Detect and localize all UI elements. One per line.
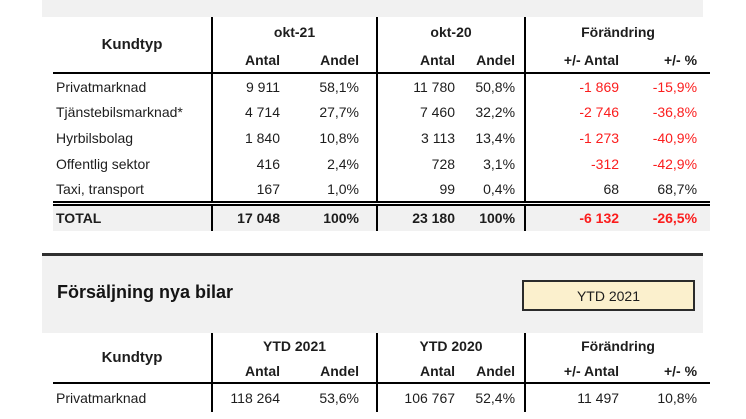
- table-row: Privatmarknad 9 911 58,1% 11 780 50,8% -…: [53, 73, 710, 99]
- table-row: Privatmarknad 118 264 53,6% 106 767 52,4…: [53, 383, 710, 412]
- table-subheader-row: Antal Andel Antal Andel +/- Antal +/- %: [53, 359, 711, 384]
- subheader-andel: Andel: [460, 359, 526, 384]
- subheader-plusminus-antal: +/- Antal: [524, 47, 626, 74]
- cell-antal: 7 460: [376, 99, 461, 125]
- group-header-ytd-2021: YTD 2021: [210, 333, 378, 359]
- cell-change-antal: -312: [524, 151, 626, 177]
- cell-change-percent: -42,9%: [652, 156, 698, 172]
- subheader-andel: Andel: [460, 47, 526, 74]
- group-header-okt-20: okt-20: [376, 17, 526, 47]
- table-group-header-row: Kundtyp okt-21 okt-20 Förändring: [53, 17, 711, 74]
- cell-antal: 99: [376, 177, 461, 203]
- cell-antal: 106 767: [376, 383, 461, 412]
- cell-andel: 58,1%: [319, 78, 360, 95]
- group-header-okt-21: okt-21: [210, 17, 378, 47]
- group-header-forandring: Förändring: [524, 333, 711, 359]
- total-antal: 17 048: [211, 200, 285, 231]
- total-label: TOTAL: [53, 200, 212, 231]
- group-header-forandring: Förändring: [524, 17, 711, 47]
- total-andel: 100%: [460, 200, 526, 231]
- cell-andel: 27,7%: [319, 104, 360, 120]
- column-header-kundtyp: Kundtyp: [53, 333, 212, 384]
- ytd-sales-table: Kundtyp YTD 2021 YTD 2020 Förändring Ant…: [53, 333, 711, 412]
- cell-antal: 4 714: [211, 99, 285, 125]
- table-subheader-row: Antal Andel Antal Andel +/- Antal +/- %: [53, 47, 711, 74]
- cell-andel: 3,1%: [483, 156, 516, 172]
- subheader-antal: Antal: [211, 359, 285, 384]
- table-row: Hyrbilsbolag 1 840 10,8% 3 113 13,4% -1 …: [53, 125, 710, 151]
- cell-change-percent: 10,8%: [657, 390, 698, 406]
- cell-antal: 9 911: [211, 73, 285, 99]
- cell-andel: 52,4%: [475, 390, 516, 406]
- cell-antal: 167: [211, 177, 285, 203]
- cell-change-antal: 11 497: [524, 383, 626, 412]
- total-row: TOTAL 17 048 100% 23 180 100% -6 132 -26…: [53, 200, 711, 231]
- table-row: Offentlig sektor 416 2,4% 728 3,1% -312 …: [53, 151, 710, 177]
- row-label: Hyrbilsbolag: [56, 130, 134, 146]
- subheader-plusminus-percent: +/- %: [625, 47, 711, 74]
- table-row: Tjänstebilsmarknad* 4 714 27,7% 7 460 32…: [53, 99, 710, 125]
- cell-andel: 0,4%: [483, 180, 516, 197]
- subheader-antal: Antal: [376, 47, 461, 74]
- cell-change-antal: -1 869: [524, 73, 626, 99]
- cell-antal: 728: [376, 151, 461, 177]
- monthly-sales-table: Kundtyp okt-21 okt-20 Förändring Antal A…: [53, 17, 711, 231]
- cell-antal: 416: [211, 151, 285, 177]
- row-label: Privatmarknad: [56, 78, 147, 95]
- cell-andel: 13,4%: [475, 130, 516, 146]
- cell-andel: 50,8%: [475, 78, 516, 95]
- section-header-band: Försäljning nya bilar YTD 2021: [42, 253, 703, 333]
- cell-antal: 3 113: [376, 125, 461, 151]
- row-label: Tjänstebilsmarknad*: [56, 104, 183, 120]
- row-label: Offentlig sektor: [56, 156, 150, 172]
- table-row: Taxi, transport 167 1,0% 99 0,4% 68 68,7…: [53, 177, 710, 203]
- cell-andel: 1,0%: [327, 180, 360, 197]
- total-andel: 100%: [285, 200, 378, 231]
- cell-andel: 32,2%: [475, 104, 516, 120]
- row-label: Privatmarknad: [56, 390, 147, 406]
- subheader-andel: Andel: [285, 359, 378, 384]
- ytd-period-badge[interactable]: YTD 2021: [522, 280, 695, 311]
- cell-antal: 11 780: [376, 73, 461, 99]
- total-change-percent: -26,5%: [625, 200, 711, 231]
- cell-change-antal: -2 746: [524, 99, 626, 125]
- cell-andel: 2,4%: [327, 156, 360, 172]
- group-header-ytd-2020: YTD 2020: [376, 333, 526, 359]
- section-title: Försäljning nya bilar: [57, 282, 234, 302]
- cell-change-percent: 68,7%: [657, 180, 698, 197]
- cell-andel: 53,6%: [319, 390, 360, 406]
- subheader-antal: Antal: [211, 47, 285, 74]
- total-antal: 23 180: [376, 200, 461, 231]
- subheader-antal: Antal: [376, 359, 461, 384]
- subheader-plusminus-percent: +/- %: [625, 359, 711, 384]
- previous-section-band-remnant: [42, 0, 703, 17]
- cell-change-antal: -1 273: [524, 125, 626, 151]
- table-group-header-row: Kundtyp YTD 2021 YTD 2020 Förändring: [53, 333, 711, 384]
- total-change-antal: -6 132: [524, 200, 626, 231]
- cell-antal: 118 264: [211, 383, 285, 412]
- cell-antal: 1 840: [211, 125, 285, 151]
- cell-change-percent: -40,9%: [652, 130, 698, 146]
- cell-andel: 10,8%: [319, 130, 360, 146]
- subheader-plusminus-antal: +/- Antal: [524, 359, 626, 384]
- cell-change-percent: -36,8%: [652, 104, 698, 120]
- cell-change-percent: -15,9%: [652, 78, 698, 95]
- cell-change-antal: 68: [524, 177, 626, 203]
- subheader-andel: Andel: [285, 47, 378, 74]
- row-label: Taxi, transport: [56, 180, 144, 197]
- column-header-kundtyp: Kundtyp: [53, 17, 212, 74]
